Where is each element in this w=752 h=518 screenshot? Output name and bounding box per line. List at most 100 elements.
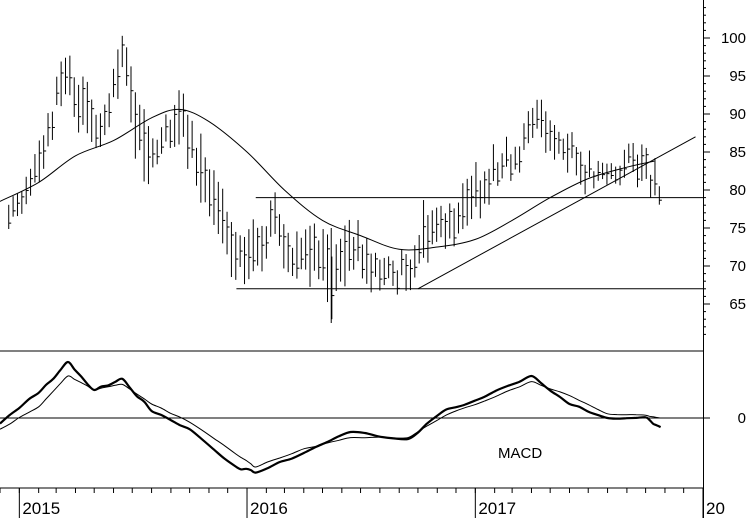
price-bar [545, 111, 549, 153]
price-bar [121, 35, 125, 68]
x-tick-label-2016: 2016 [250, 499, 288, 518]
price-bar [86, 81, 90, 134]
price-bar [575, 147, 579, 176]
price-bar [252, 219, 256, 272]
price-bar [25, 176, 29, 205]
price-bar [462, 183, 466, 230]
price-bar [388, 256, 392, 279]
price-bar [69, 55, 73, 96]
price-bar [540, 99, 544, 138]
y-tick-label-65: 65 [729, 296, 746, 313]
price-bar [213, 170, 217, 225]
price-bar [222, 188, 226, 244]
price-bar [51, 111, 55, 140]
price-bar [235, 231, 239, 280]
macd-panel: MACD [0, 360, 703, 474]
macd-y-tick-label-0: 0 [738, 410, 746, 427]
price-bar [305, 229, 309, 270]
price-bar [174, 104, 178, 147]
price-bar [134, 92, 138, 159]
price-bar [558, 131, 562, 154]
price-bar [104, 104, 108, 136]
price-bar [427, 215, 431, 263]
price-bar [56, 76, 60, 106]
price-bar [91, 99, 95, 142]
y-tick-label-70: 70 [729, 258, 746, 275]
price-bar [270, 200, 274, 237]
price-bar [375, 252, 379, 277]
price-bar [431, 210, 435, 245]
price-bar [449, 203, 453, 239]
price-bar [414, 245, 418, 278]
y-tick-label-90: 90 [729, 106, 746, 123]
price-bar [64, 57, 68, 95]
price-bar [510, 154, 514, 181]
price-bar [554, 125, 558, 160]
price-bar [519, 146, 523, 173]
price-bar [466, 178, 470, 226]
price-bar [492, 144, 496, 182]
price-bar [300, 237, 304, 270]
price-bar [326, 234, 330, 303]
x-tick-label-2017: 2017 [478, 499, 516, 518]
price-bar [82, 76, 86, 125]
price-bar [370, 253, 374, 293]
price-bar [602, 162, 606, 180]
price-bar [457, 202, 461, 234]
price-bar [152, 138, 156, 168]
price-bar [488, 168, 492, 205]
price-bar [322, 229, 326, 281]
x-tick-label-2018: 20 [706, 499, 725, 518]
price-bar [34, 154, 38, 183]
y-tick-label-95: 95 [729, 68, 746, 85]
price-bar [606, 163, 610, 185]
price-bar [283, 224, 287, 269]
price-bar [471, 175, 475, 220]
price-bar [99, 113, 103, 147]
price-bar [348, 219, 352, 271]
price-bar [147, 126, 151, 185]
price-bar [195, 147, 199, 186]
macd-signal-line [0, 375, 661, 468]
price-bar [401, 249, 405, 276]
price-bar [274, 192, 278, 234]
price-bar [641, 144, 645, 182]
price-bar [73, 77, 77, 117]
price-bar [340, 238, 344, 282]
price-bar [615, 166, 619, 184]
price-bar [357, 220, 361, 262]
price-bar [506, 136, 510, 167]
price-bar [571, 132, 575, 159]
price-bar [650, 174, 654, 198]
price-bar [248, 229, 252, 280]
price-bar [383, 257, 387, 286]
price-bar [318, 240, 322, 280]
price-bar [169, 119, 173, 149]
price-bar [139, 104, 143, 151]
macd-label: MACD [498, 445, 542, 462]
price-bar [532, 107, 536, 138]
price-bar [95, 114, 99, 149]
price-bar [440, 205, 444, 238]
price-bar [226, 211, 230, 255]
price-bar [143, 109, 147, 182]
price-bar [331, 256, 335, 320]
y-tick-label-100: 100 [721, 30, 746, 47]
price-bar [191, 120, 195, 158]
price-bar [47, 113, 51, 147]
price-bar [335, 244, 339, 292]
price-bar [423, 200, 427, 258]
price-bar [156, 139, 160, 165]
price-bar [527, 111, 531, 144]
price-bar [108, 93, 112, 128]
price-bar [353, 236, 357, 270]
x-axis: 2015 2016 2017 20 [0, 488, 725, 518]
price-bar [21, 191, 25, 214]
price-bar [597, 160, 601, 181]
price-bar [658, 186, 662, 205]
price-bar [204, 157, 208, 203]
price-bar [588, 150, 592, 178]
price-bar [475, 162, 479, 207]
y-tick-label-85: 85 [729, 144, 746, 161]
